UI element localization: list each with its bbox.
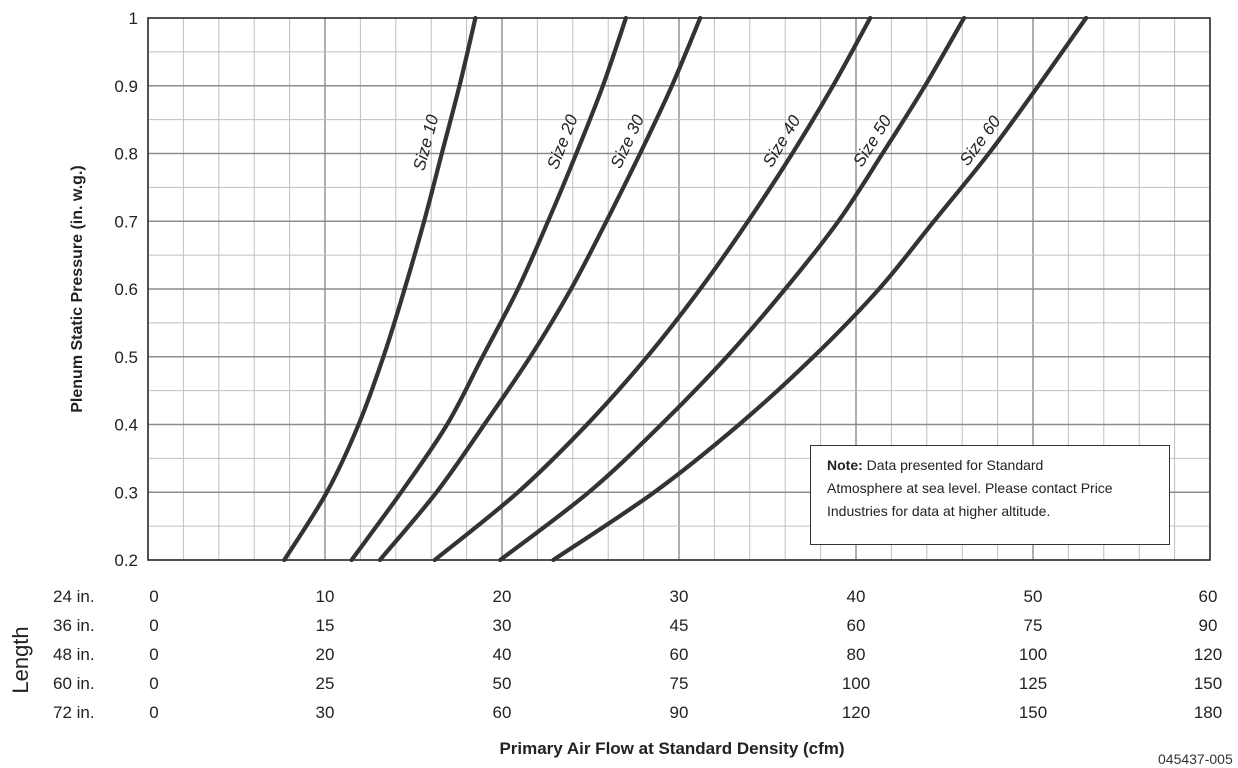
x-tick-label: 30 <box>316 703 335 722</box>
note-line-2: Atmosphere at sea level. Please contact … <box>827 480 1113 496</box>
length-row-label: 60 in. <box>53 674 95 693</box>
x-tick-label: 20 <box>493 587 512 606</box>
x-tick-label: 20 <box>316 645 335 664</box>
y-tick-label: 0.7 <box>114 212 138 231</box>
x-tick-label: 180 <box>1194 703 1222 722</box>
length-row-label: 36 in. <box>53 616 95 635</box>
x-tick-label: 100 <box>842 674 870 693</box>
x-axis-label: Primary Air Flow at Standard Density (cf… <box>499 739 844 758</box>
y-axis-label: Plenum Static Pressure (in. w.g.) <box>69 165 86 412</box>
x-tick-label: 25 <box>316 674 335 693</box>
length-axis-label: Length <box>8 626 33 693</box>
x-tick-label: 15 <box>316 616 335 635</box>
curve-labels: Size 10 Size 20 Size 30 Size 40 Size 50 Size … <box>410 111 1005 172</box>
x-tick-label: 40 <box>493 645 512 664</box>
x-tick-label: 60 <box>847 616 866 635</box>
y-tick-label: 0.9 <box>114 77 138 96</box>
x-tick-label: 30 <box>493 616 512 635</box>
length-row-label: 72 in. <box>53 703 95 722</box>
length-row-label: 48 in. <box>53 645 95 664</box>
series-line-size-40 <box>432 15 873 563</box>
plot-frame <box>147 17 1211 561</box>
x-tick-label: 30 <box>670 587 689 606</box>
x-tick-label: 90 <box>670 703 689 722</box>
note-line-3: Industries for data at higher altitude. <box>827 503 1051 519</box>
y-tick-label: 0.5 <box>114 348 138 367</box>
x-tick-label: 0 <box>149 616 158 635</box>
x-tick-label: 75 <box>670 674 689 693</box>
x-tick-label: 60 <box>670 645 689 664</box>
x-tick-label: 120 <box>1194 645 1222 664</box>
x-tick-label: 125 <box>1019 674 1047 693</box>
series-line-size-60 <box>551 15 1089 563</box>
x-tick-label: 0 <box>149 674 158 693</box>
series-line-size-30 <box>377 15 703 563</box>
x-tick-label: 75 <box>1024 616 1043 635</box>
y-tick-label: 0.4 <box>114 416 138 435</box>
series-line-size-20 <box>349 15 628 563</box>
note-bold: Note: <box>827 457 863 473</box>
y-tick-label: 0.3 <box>114 483 138 502</box>
x-tick-label: 10 <box>316 587 335 606</box>
x-tick-label: 45 <box>670 616 689 635</box>
y-tick-labels: 0.2 0.3 0.4 0.5 0.6 0.7 0.8 0.9 1 <box>114 9 138 570</box>
length-row-label: 24 in. <box>53 587 95 606</box>
x-tick-label: 60 <box>493 703 512 722</box>
series-line-size-10 <box>282 15 478 563</box>
x-tick-label: 60 <box>1199 587 1218 606</box>
y-tick-label: 0.2 <box>114 551 138 570</box>
x-tick-label: 50 <box>1024 587 1043 606</box>
x-tick-label: 80 <box>847 645 866 664</box>
series-line-size-50 <box>498 15 967 563</box>
note-line-1: Data presented for Standard <box>862 457 1044 473</box>
x-tick-label: 40 <box>847 587 866 606</box>
x-tick-label: 150 <box>1019 703 1047 722</box>
y-tick-label: 0.6 <box>114 280 138 299</box>
x-tick-label: 0 <box>149 645 158 664</box>
note-box: Note: Data presented for Standard Atmosp… <box>810 445 1170 545</box>
x-tick-label: 0 <box>149 703 158 722</box>
x-tick-label: 120 <box>842 703 870 722</box>
x-tick-label: 0 <box>149 587 158 606</box>
x-tick-label: 90 <box>1199 616 1218 635</box>
series-label: Size 20 <box>543 112 582 172</box>
x-tick-label: 150 <box>1194 674 1222 693</box>
y-tick-label: 1 <box>129 9 138 28</box>
y-tick-label: 0.8 <box>114 145 138 164</box>
curves <box>282 15 1089 563</box>
series-label: Size 30 <box>607 111 649 171</box>
x-tick-label: 50 <box>493 674 512 693</box>
figure-code: 045437-005 <box>1158 751 1233 767</box>
x-scale-rows: 24 in. 0 10 20 30 40 50 60 36 in. 0 15 30 45 60 75 90 48… <box>53 587 1222 722</box>
x-tick-label: 100 <box>1019 645 1047 664</box>
